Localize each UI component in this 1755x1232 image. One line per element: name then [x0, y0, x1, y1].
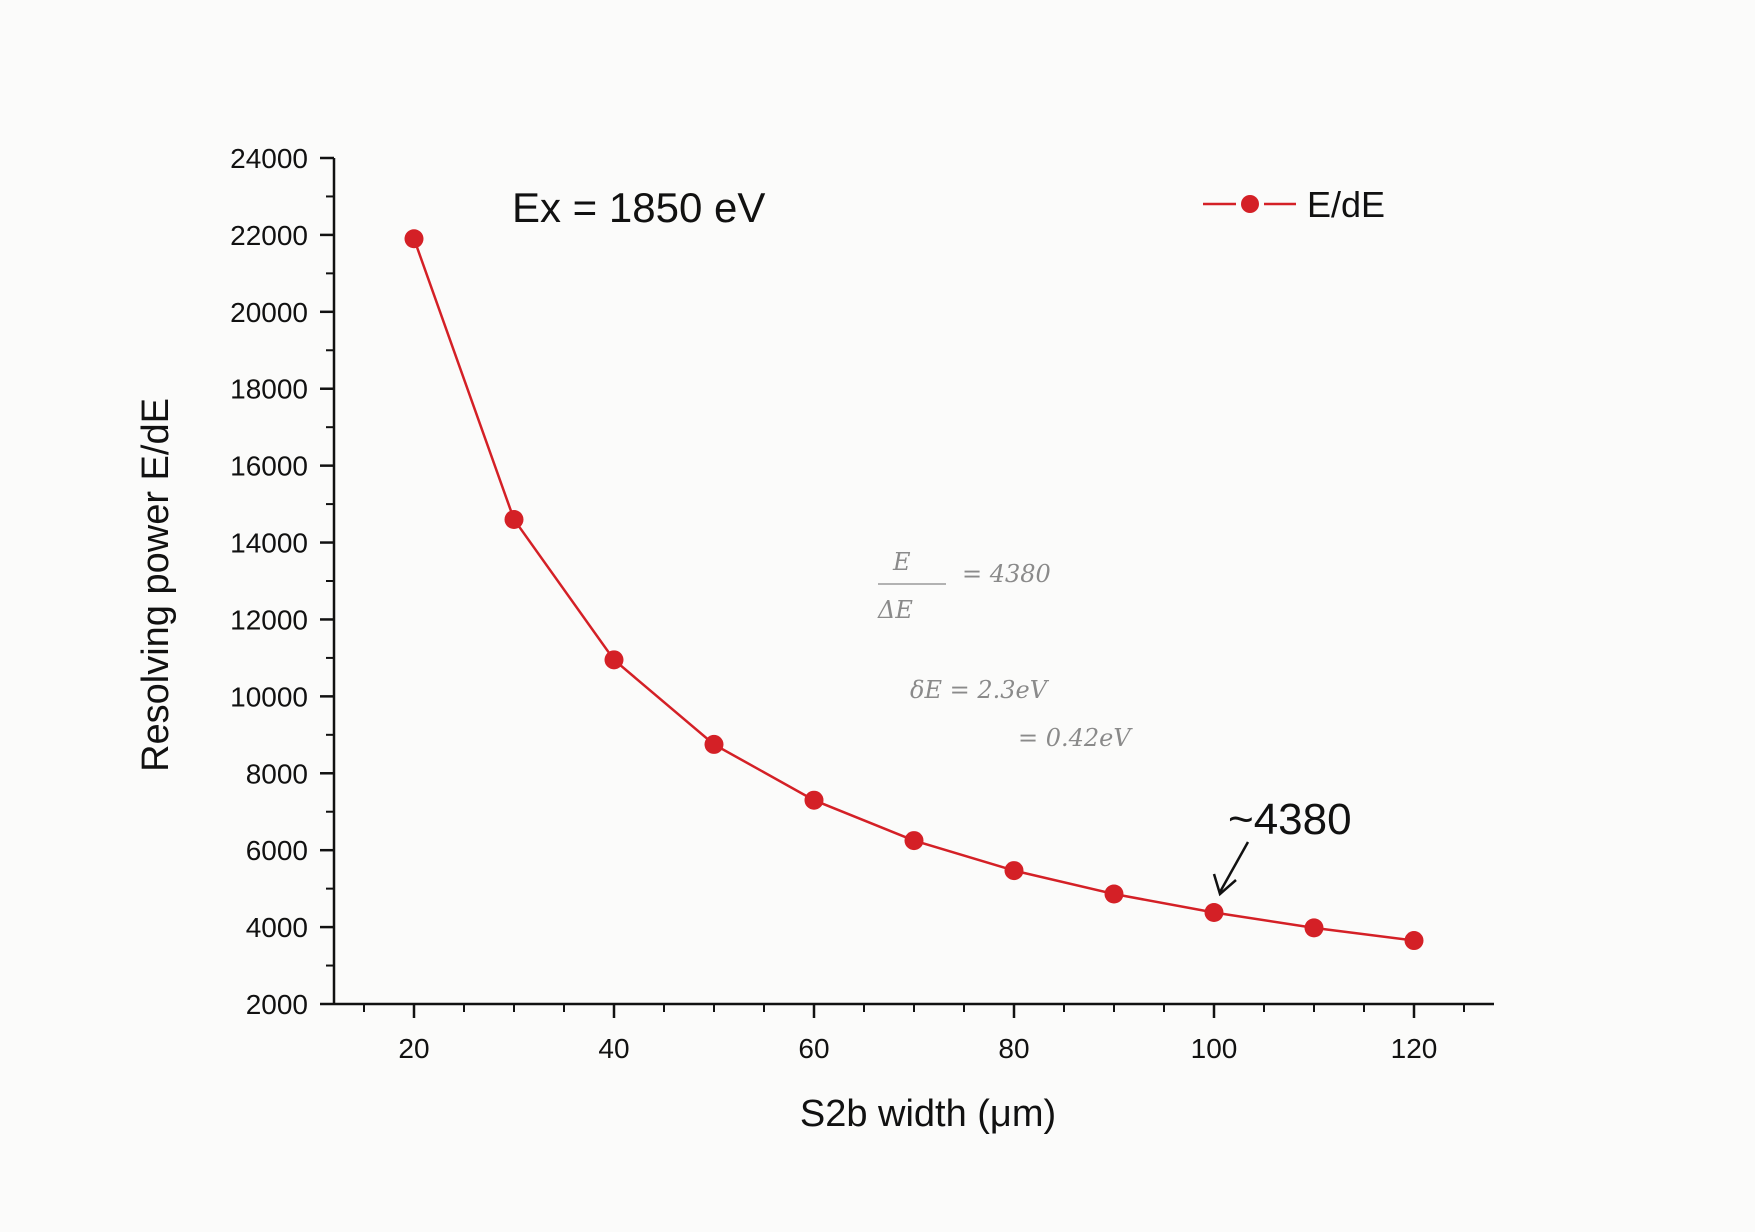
x-tick-label: 60 — [798, 1033, 829, 1064]
data-point — [1104, 884, 1124, 904]
x-tick-label: 100 — [1191, 1033, 1238, 1064]
data-point — [804, 790, 824, 810]
y-tick-label: 12000 — [230, 604, 308, 635]
data-point — [1004, 861, 1024, 881]
y-tick-label: 16000 — [230, 451, 308, 482]
handwritten-notes: E ΔE = 4380 δE = 2.3eV = 0.42eV — [877, 548, 1133, 752]
data-point — [1204, 902, 1224, 922]
callout-arrow-head — [1212, 873, 1237, 897]
data-point — [404, 229, 424, 249]
x-tick-label: 120 — [1391, 1033, 1438, 1064]
data-point — [904, 831, 924, 851]
y-tick-label: 6000 — [246, 835, 308, 866]
y-tick-label: 20000 — [230, 297, 308, 328]
hand-eq2: δE = 2.3eV — [910, 676, 1050, 704]
hand-eq1: = 4380 — [962, 560, 1051, 588]
data-point — [1304, 918, 1324, 938]
data-point — [604, 650, 624, 670]
energy-annotation: Ex = 1850 eV — [512, 184, 765, 231]
x-tick-label: 80 — [998, 1033, 1029, 1064]
x-tick-label: 40 — [598, 1033, 629, 1064]
x-axis-title: S2b width (μm) — [800, 1093, 1056, 1135]
y-axis-title: Resolving power E/dE — [135, 398, 177, 772]
axes — [332, 158, 1494, 1006]
hand-numerator: E — [892, 548, 911, 576]
y-tick-label: 22000 — [230, 220, 308, 251]
x-tick-label: 20 — [398, 1033, 429, 1064]
callout: ~4380 — [1212, 795, 1352, 897]
callout-label: ~4380 — [1228, 795, 1352, 844]
y-tick-label: 18000 — [230, 374, 308, 405]
data-point — [504, 509, 524, 529]
callout-arrow-shaft — [1218, 841, 1250, 893]
hand-eq3: = 0.42eV — [1018, 724, 1133, 752]
hand-denominator: ΔE — [877, 596, 913, 624]
data-point — [704, 734, 724, 754]
y-tick-label: 2000 — [246, 989, 308, 1020]
series — [404, 229, 1424, 951]
ticks: 2000 4000 6000 8000 10000 12000 14000 16000 1800… — [230, 143, 1465, 1064]
legend: E/dE — [1203, 184, 1385, 225]
y-tick-label: 14000 — [230, 528, 308, 559]
legend-marker — [1241, 195, 1259, 213]
data-point — [1404, 931, 1424, 951]
y-tick-label: 10000 — [230, 681, 308, 712]
y-tick-label: 8000 — [246, 758, 308, 789]
legend-label: E/dE — [1307, 184, 1385, 225]
y-tick-label: 24000 — [230, 143, 308, 174]
y-tick-label: 4000 — [246, 912, 308, 943]
